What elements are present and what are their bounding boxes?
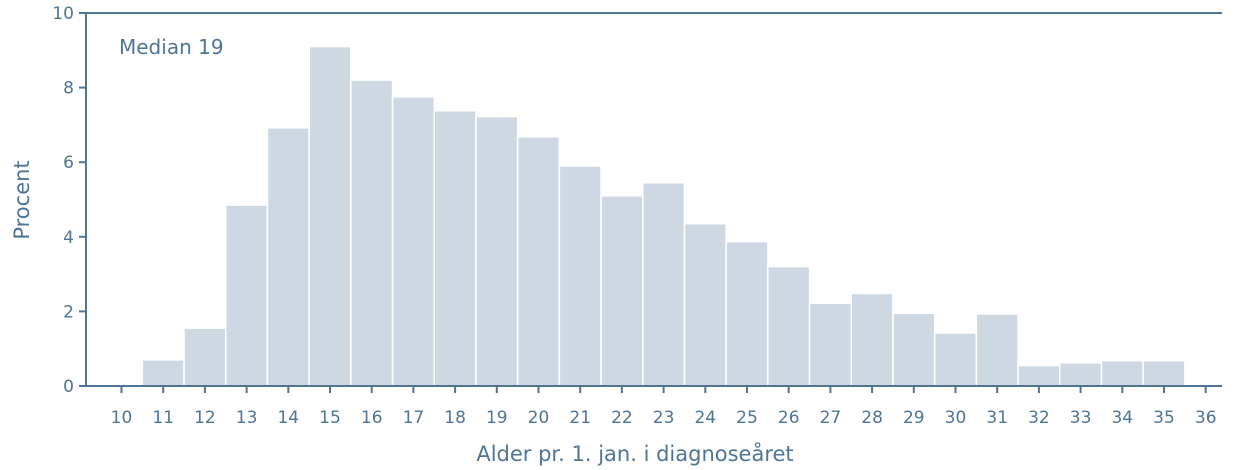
bar-age-11	[141, 359, 185, 387]
x-tick-label-26: 26	[778, 408, 800, 428]
x-tick-label-20: 20	[528, 408, 550, 428]
bar-age-12	[183, 327, 227, 387]
x-tick-label-17: 17	[403, 408, 425, 428]
y-ticks-group: 0 2 4 6 8 10	[52, 4, 86, 397]
bar-age-34	[1100, 359, 1144, 387]
x-tick-label-15: 15	[319, 408, 341, 428]
x-tick-label-35: 35	[1153, 408, 1175, 428]
bar-age-19	[475, 115, 519, 387]
axes-group	[85, 12, 1222, 387]
x-tick-label-27: 27	[820, 408, 842, 428]
x-axis-label: Alder pr. 1. jan. i diagnoseåret	[476, 441, 793, 466]
x-tick-label-36: 36	[1195, 408, 1217, 428]
x-tick-label-30: 30	[945, 408, 967, 428]
y-tick-label-6: 6	[63, 153, 74, 173]
x-tick-label-34: 34	[1111, 408, 1133, 428]
x-tick-label-33: 33	[1070, 408, 1092, 428]
x-tick-label-16: 16	[361, 408, 383, 428]
bar-age-24	[683, 223, 727, 387]
bar-age-25	[725, 240, 769, 387]
bar-age-29	[892, 312, 936, 387]
bar-age-17	[391, 96, 435, 387]
median-annotation: Median 19	[119, 35, 224, 59]
bar-age-18	[433, 109, 477, 387]
y-tick-label-4: 4	[63, 228, 74, 248]
bar-age-15	[308, 45, 352, 387]
bar-age-21	[558, 165, 602, 387]
bar-age-32	[1017, 364, 1061, 387]
bars-group	[141, 45, 1186, 387]
x-tick-label-31: 31	[986, 408, 1008, 428]
x-tick-label-21: 21	[569, 408, 591, 428]
bar-age-28	[850, 292, 894, 387]
bar-age-13	[225, 204, 269, 387]
bar-age-22	[600, 195, 644, 387]
x-tick-label-11: 11	[152, 408, 174, 428]
x-tick-label-23: 23	[653, 408, 675, 428]
x-tick-label-32: 32	[1028, 408, 1050, 428]
bar-age-26	[767, 265, 811, 387]
bar-age-33	[1059, 362, 1103, 387]
bar-age-14	[266, 127, 310, 387]
bar-age-23	[642, 181, 686, 387]
x-tick-label-19: 19	[486, 408, 508, 428]
bar-age-16	[350, 79, 394, 387]
x-tick-label-10: 10	[111, 408, 133, 428]
y-axis-label: Procent	[10, 160, 34, 239]
bar-age-30	[933, 332, 978, 387]
x-tick-label-14: 14	[277, 408, 299, 428]
y-tick-label-8: 8	[63, 79, 74, 99]
bar-age-27	[808, 302, 852, 387]
y-tick-label-0: 0	[63, 377, 74, 397]
bar-age-31	[975, 313, 1019, 387]
x-tick-label-18: 18	[444, 408, 466, 428]
y-tick-label-10: 10	[52, 4, 74, 24]
x-tick-label-25: 25	[736, 408, 758, 428]
x-tick-label-12: 12	[194, 408, 216, 428]
x-tick-label-28: 28	[861, 408, 883, 428]
x-tick-label-29: 29	[903, 408, 925, 428]
x-tick-label-13: 13	[236, 408, 258, 428]
bar-age-20	[516, 136, 561, 387]
y-tick-label-2: 2	[63, 302, 74, 322]
x-ticks-group: 10 11 12 13 14 15 16 17 18 19 20 21 22 23 24 25 26 27 28 29…	[111, 386, 1217, 428]
bar-age-35	[1142, 359, 1186, 387]
x-tick-label-24: 24	[694, 408, 716, 428]
x-tick-label-22: 22	[611, 408, 633, 428]
